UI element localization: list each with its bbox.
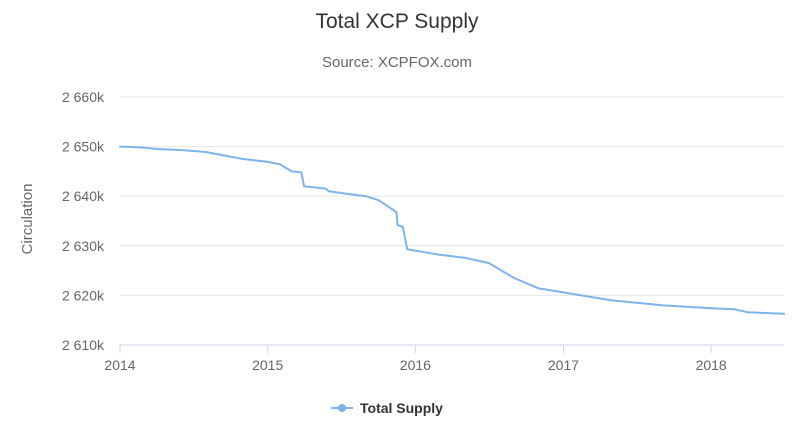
data-point[interactable] bbox=[513, 277, 516, 279]
y-tick-label: 2 640k bbox=[62, 188, 105, 204]
data-point[interactable] bbox=[746, 311, 749, 314]
y-tick-label: 2 620k bbox=[62, 287, 105, 303]
data-point[interactable] bbox=[401, 225, 404, 228]
data-point[interactable] bbox=[395, 211, 398, 214]
y-axis-ticks: 2 610k 2 620k 2 630k 2 640k 2 650k 2 660k bbox=[62, 89, 105, 353]
y-tick-label: 2 630k bbox=[62, 238, 105, 254]
data-point[interactable] bbox=[537, 287, 540, 290]
data-point[interactable] bbox=[279, 163, 282, 166]
y-tick-label: 2 660k bbox=[62, 89, 105, 105]
data-point[interactable] bbox=[562, 291, 565, 294]
data-point[interactable] bbox=[396, 223, 399, 226]
data-point[interactable] bbox=[303, 185, 306, 188]
data-point[interactable] bbox=[223, 154, 225, 157]
chart-title: Total XCP Supply bbox=[315, 10, 479, 33]
data-point[interactable] bbox=[611, 299, 613, 302]
data-point[interactable] bbox=[365, 195, 367, 198]
x-tick-label: 2015 bbox=[252, 357, 283, 373]
data-point[interactable] bbox=[463, 256, 466, 259]
data-point[interactable] bbox=[685, 305, 688, 308]
series-line-total-supply[interactable] bbox=[119, 145, 785, 315]
data-point[interactable] bbox=[660, 304, 663, 307]
x-tick-label: 2014 bbox=[104, 357, 135, 373]
data-point[interactable] bbox=[488, 262, 490, 265]
x-tick-label: 2017 bbox=[548, 357, 579, 373]
data-point[interactable] bbox=[325, 187, 327, 190]
x-tick-label: 2016 bbox=[400, 357, 431, 373]
data-point[interactable] bbox=[345, 192, 348, 195]
y-tick-label: 2 650k bbox=[62, 139, 105, 155]
x-axis-ticks: 2014 2015 2016 2017 2018 bbox=[104, 345, 727, 373]
y-axis-title: Circulation bbox=[19, 184, 36, 255]
data-point[interactable] bbox=[290, 170, 293, 173]
legend-marker-icon bbox=[338, 404, 346, 412]
data-point[interactable] bbox=[710, 307, 713, 310]
data-point[interactable] bbox=[635, 301, 638, 304]
legend[interactable]: Total Supply bbox=[331, 400, 443, 416]
y-tick-label: 2 610k bbox=[62, 337, 105, 353]
data-point[interactable] bbox=[155, 148, 158, 150]
data-point[interactable] bbox=[266, 160, 269, 163]
data-point[interactable] bbox=[586, 295, 589, 298]
data-point[interactable] bbox=[783, 312, 785, 315]
series-plot bbox=[119, 145, 785, 315]
data-point[interactable] bbox=[204, 151, 207, 153]
legend-label[interactable]: Total Supply bbox=[360, 400, 443, 416]
data-point[interactable] bbox=[382, 202, 385, 205]
data-point[interactable] bbox=[119, 145, 121, 148]
data-point[interactable] bbox=[438, 253, 441, 256]
data-point[interactable] bbox=[406, 248, 409, 251]
x-tick-label: 2018 bbox=[696, 357, 727, 373]
gridlines bbox=[120, 96, 784, 296]
data-point[interactable] bbox=[242, 158, 244, 160]
data-point[interactable] bbox=[180, 149, 183, 151]
data-point[interactable] bbox=[734, 308, 736, 311]
chart-subtitle: Source: XCPFOX.com bbox=[322, 54, 472, 71]
data-point[interactable] bbox=[300, 171, 303, 174]
data-point[interactable] bbox=[142, 146, 145, 149]
data-point[interactable] bbox=[377, 199, 380, 202]
data-point[interactable] bbox=[500, 269, 503, 272]
data-point[interactable] bbox=[414, 249, 417, 252]
data-point[interactable] bbox=[327, 190, 330, 193]
